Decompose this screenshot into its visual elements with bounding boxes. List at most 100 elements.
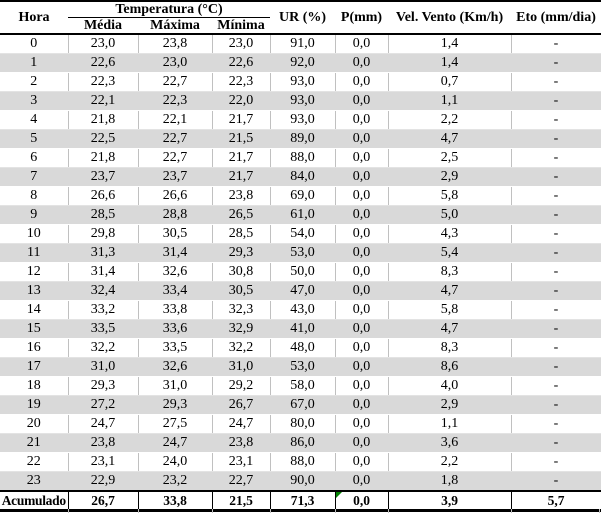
cell-h19-eto[interactable]: - <box>511 395 601 415</box>
cell-h4-maxima[interactable]: 22,1 <box>138 110 213 130</box>
cell-h16-minima[interactable]: 32,2 <box>212 338 271 358</box>
cell-h20-p[interactable]: 0,0 <box>335 414 389 434</box>
cell-h5-media[interactable]: 22,5 <box>68 129 138 149</box>
cell-h5-eto[interactable]: - <box>511 129 601 149</box>
cell-h9-ur[interactable]: 61,0 <box>270 205 335 225</box>
cell-h20-media[interactable]: 24,7 <box>68 414 139 434</box>
cell-h18-hora[interactable]: 18 <box>0 376 69 396</box>
cell-h12-eto[interactable]: - <box>511 262 601 282</box>
cell-h11-eto[interactable]: - <box>511 243 601 263</box>
cell-h10-ur[interactable]: 54,0 <box>270 224 336 244</box>
cell-h14-hora[interactable]: 14 <box>0 300 69 320</box>
cell-h17-ur[interactable]: 53,0 <box>270 357 335 377</box>
cell-h1-ur[interactable]: 92,0 <box>270 53 335 73</box>
cell-h1-p[interactable]: 0,0 <box>335 53 388 73</box>
cell-h10-p[interactable]: 0,0 <box>335 224 389 244</box>
cell-h3-hora[interactable]: 3 <box>0 91 68 111</box>
cell-h18-maxima[interactable]: 31,0 <box>138 376 213 396</box>
col-header-media[interactable]: Média <box>68 17 138 34</box>
cell-h22-ur[interactable]: 88,0 <box>270 452 336 472</box>
cell-h10-maxima[interactable]: 30,5 <box>138 224 213 244</box>
cell-h12-minima[interactable]: 30,8 <box>212 262 271 282</box>
cell-h21-maxima[interactable]: 24,7 <box>138 433 212 453</box>
cell-h13-ur[interactable]: 47,0 <box>270 281 335 301</box>
cell-h11-maxima[interactable]: 31,4 <box>138 243 212 263</box>
cell-h9-hora[interactable]: 9 <box>0 205 68 225</box>
cell-h15-hora[interactable]: 15 <box>0 319 68 339</box>
cell-h17-vento[interactable]: 8,6 <box>388 357 511 377</box>
cell-h0-p[interactable]: 0,0 <box>335 34 389 54</box>
cell-h0-maxima[interactable]: 23,8 <box>138 34 213 54</box>
cell-h13-minima[interactable]: 30,5 <box>212 281 270 301</box>
cell-h8-maxima[interactable]: 26,6 <box>138 186 213 206</box>
cell-h16-ur[interactable]: 48,0 <box>270 338 336 358</box>
cell-h16-eto[interactable]: - <box>511 338 601 358</box>
cell-h0-ur[interactable]: 91,0 <box>270 34 336 54</box>
footer-cell-p[interactable]: 0,0 <box>335 490 389 512</box>
cell-h3-vento[interactable]: 1,1 <box>388 91 511 111</box>
cell-h2-media[interactable]: 22,3 <box>68 72 139 92</box>
cell-h8-eto[interactable]: - <box>511 186 601 206</box>
col-header-eto[interactable]: Eto (mm/dia) <box>511 1 601 34</box>
cell-h16-p[interactable]: 0,0 <box>335 338 389 358</box>
cell-h2-ur[interactable]: 93,0 <box>270 72 336 92</box>
cell-h22-hora[interactable]: 22 <box>0 452 69 472</box>
cell-h2-p[interactable]: 0,0 <box>335 72 389 92</box>
cell-h6-hora[interactable]: 6 <box>0 148 69 168</box>
cell-h10-hora[interactable]: 10 <box>0 224 69 244</box>
cell-h19-ur[interactable]: 67,0 <box>270 395 335 415</box>
footer-cell-ur[interactable]: 71,3 <box>270 490 336 512</box>
cell-h16-media[interactable]: 32,2 <box>68 338 139 358</box>
cell-h15-p[interactable]: 0,0 <box>335 319 388 339</box>
cell-h12-vento[interactable]: 8,3 <box>388 262 512 282</box>
cell-h11-hora[interactable]: 11 <box>0 243 68 263</box>
cell-h12-maxima[interactable]: 32,6 <box>138 262 213 282</box>
cell-h0-vento[interactable]: 1,4 <box>388 34 512 54</box>
cell-h7-hora[interactable]: 7 <box>0 167 68 187</box>
cell-h23-ur[interactable]: 90,0 <box>270 471 335 492</box>
col-header-hora[interactable]: Hora <box>0 1 68 34</box>
cell-h18-ur[interactable]: 58,0 <box>270 376 336 396</box>
cell-h9-maxima[interactable]: 28,8 <box>138 205 212 225</box>
cell-h13-p[interactable]: 0,0 <box>335 281 388 301</box>
cell-h22-minima[interactable]: 23,1 <box>212 452 271 472</box>
cell-h4-ur[interactable]: 93,0 <box>270 110 336 130</box>
cell-h6-ur[interactable]: 88,0 <box>270 148 336 168</box>
cell-h9-eto[interactable]: - <box>511 205 601 225</box>
cell-h4-media[interactable]: 21,8 <box>68 110 139 130</box>
cell-h22-eto[interactable]: - <box>511 452 601 472</box>
cell-h3-ur[interactable]: 93,0 <box>270 91 335 111</box>
cell-h5-p[interactable]: 0,0 <box>335 129 388 149</box>
cell-h0-minima[interactable]: 23,0 <box>212 34 271 54</box>
cell-h8-minima[interactable]: 23,8 <box>212 186 271 206</box>
footer-cell-minima[interactable]: 21,5 <box>212 490 271 512</box>
cell-h14-minima[interactable]: 32,3 <box>212 300 271 320</box>
cell-h13-vento[interactable]: 4,7 <box>388 281 511 301</box>
cell-h18-minima[interactable]: 29,2 <box>212 376 271 396</box>
cell-h18-media[interactable]: 29,3 <box>68 376 139 396</box>
cell-h19-media[interactable]: 27,2 <box>68 395 138 415</box>
cell-h16-hora[interactable]: 16 <box>0 338 69 358</box>
cell-h14-maxima[interactable]: 33,8 <box>138 300 213 320</box>
cell-h20-ur[interactable]: 80,0 <box>270 414 336 434</box>
cell-h14-vento[interactable]: 5,8 <box>388 300 512 320</box>
cell-h12-media[interactable]: 31,4 <box>68 262 139 282</box>
cell-h22-p[interactable]: 0,0 <box>335 452 389 472</box>
cell-h6-eto[interactable]: - <box>511 148 601 168</box>
cell-h6-maxima[interactable]: 22,7 <box>138 148 213 168</box>
cell-h21-eto[interactable]: - <box>511 433 601 453</box>
cell-h20-maxima[interactable]: 27,5 <box>138 414 213 434</box>
footer-cell-hora[interactable]: Acumulado <box>0 490 69 512</box>
cell-h8-hora[interactable]: 8 <box>0 186 69 206</box>
cell-h5-maxima[interactable]: 22,7 <box>138 129 212 149</box>
cell-h22-maxima[interactable]: 24,0 <box>138 452 213 472</box>
cell-h18-eto[interactable]: - <box>511 376 601 396</box>
cell-h1-vento[interactable]: 1,4 <box>388 53 511 73</box>
cell-h17-maxima[interactable]: 32,6 <box>138 357 212 377</box>
cell-h19-maxima[interactable]: 29,3 <box>138 395 212 415</box>
cell-h23-media[interactable]: 22,9 <box>68 471 138 492</box>
cell-h19-p[interactable]: 0,0 <box>335 395 388 415</box>
cell-h21-hora[interactable]: 21 <box>0 433 68 453</box>
cell-h2-maxima[interactable]: 22,7 <box>138 72 213 92</box>
cell-h17-hora[interactable]: 17 <box>0 357 68 377</box>
